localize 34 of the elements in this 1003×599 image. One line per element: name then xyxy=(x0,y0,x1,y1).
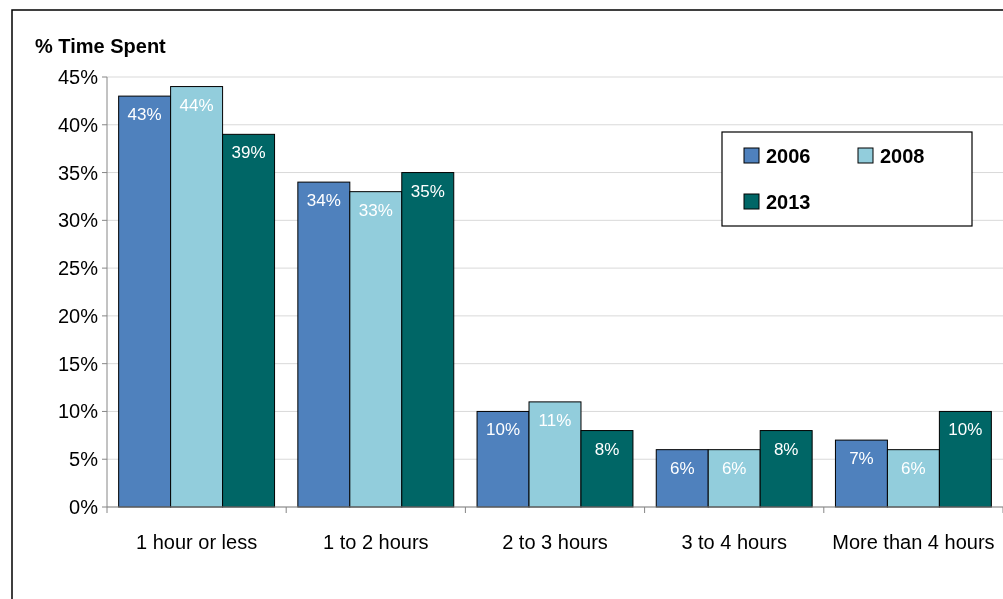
data-label: 8% xyxy=(773,439,799,459)
y-tick-label: 5% xyxy=(69,448,99,471)
x-tick-label: 1 hour or less xyxy=(136,531,258,553)
x-tick-label: More than 4 hours xyxy=(832,531,995,553)
data-label: 44% xyxy=(179,95,214,115)
legend-label: 2006 xyxy=(766,145,811,167)
data-label: 35% xyxy=(410,181,445,201)
y-tick-label: 30% xyxy=(57,209,99,232)
y-tick-label: 45% xyxy=(57,66,99,88)
legend-label: 2008 xyxy=(880,145,925,167)
y-axis-title: % Time Spent xyxy=(35,35,167,57)
data-label: 34% xyxy=(306,191,341,211)
data-label: 33% xyxy=(358,200,393,220)
data-label: 8% xyxy=(594,439,620,459)
y-tick-label: 20% xyxy=(57,304,99,327)
y-tick-label: 0% xyxy=(69,496,99,518)
x-tick-label: 3 to 4 hours xyxy=(681,531,788,553)
data-label: 43% xyxy=(127,105,162,125)
data-label: 39% xyxy=(231,143,266,163)
legend-label: 2013 xyxy=(766,191,811,213)
x-tick-label: 1 to 2 hours xyxy=(322,531,429,553)
y-tick-label: 40% xyxy=(57,113,99,136)
data-label: 10% xyxy=(948,420,983,440)
data-label: 6% xyxy=(721,458,747,478)
y-tick-label: 10% xyxy=(57,400,99,423)
data-label: 6% xyxy=(669,458,695,478)
x-tick-label: 2 to 3 hours xyxy=(502,531,608,553)
data-label: 6% xyxy=(901,458,926,478)
data-label: 11% xyxy=(538,410,572,430)
data-label: 7% xyxy=(849,449,874,469)
data-label: 10% xyxy=(486,420,521,440)
y-tick-label: 15% xyxy=(57,352,99,375)
y-tick-label: 25% xyxy=(57,257,99,280)
y-tick-label: 35% xyxy=(57,161,99,184)
